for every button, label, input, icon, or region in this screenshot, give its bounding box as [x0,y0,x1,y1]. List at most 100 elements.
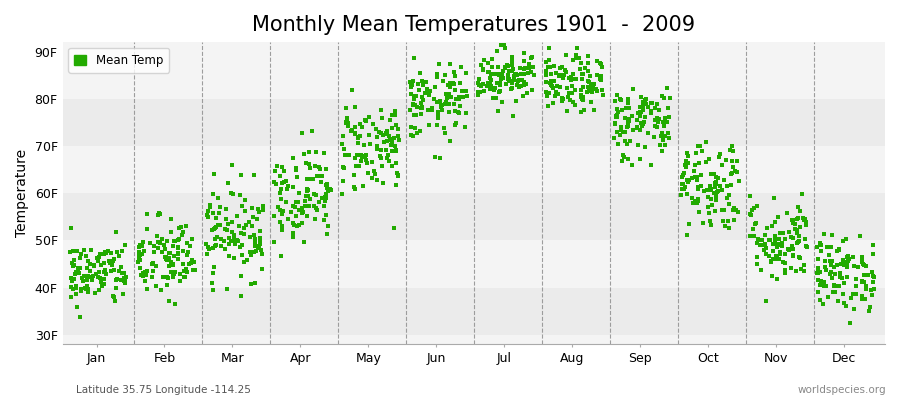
Point [586,84,600,90]
Point [408,124,422,131]
Point [555,95,570,102]
Point [250,216,265,223]
Point [498,64,512,70]
Point [285,154,300,161]
Point [859,286,873,292]
Point [538,79,553,85]
Point [564,90,579,96]
Point [72,270,86,277]
Point [374,114,389,121]
Point [452,94,466,100]
Point [481,68,495,75]
Point [209,242,223,248]
Point [814,297,828,304]
Point [177,268,192,274]
Point [688,162,702,168]
Point [98,248,112,255]
Point [789,227,804,234]
Point [504,68,518,74]
Point [136,269,150,276]
Point [503,86,517,92]
Point [307,191,321,197]
Point [786,251,800,258]
Point [824,268,839,275]
Point [452,110,466,116]
Point [778,260,793,266]
Point [130,258,145,265]
Point [621,121,635,127]
Point [66,248,80,254]
Point [414,105,428,112]
Point [817,231,832,237]
Point [295,130,310,136]
Point [550,82,564,89]
Point [274,223,289,230]
Point [561,94,575,100]
Point [73,255,87,262]
Point [162,256,176,263]
Point [285,184,300,190]
Point [99,271,113,277]
Point [207,226,221,232]
Point [344,128,358,134]
Point [144,274,158,280]
Point [170,251,184,258]
Point [243,252,257,258]
Point [97,276,112,282]
Point [581,60,596,66]
Point [301,192,315,199]
Point [368,126,382,132]
Point [702,156,716,163]
Point [418,78,433,85]
Point [514,83,528,89]
Point [842,253,856,259]
Point [505,53,519,60]
Point [864,287,878,294]
Point [718,157,733,163]
Point [410,130,425,136]
Point [498,65,512,71]
Point [750,254,764,260]
Point [219,215,233,222]
Point [722,201,736,208]
Point [499,81,513,87]
Point [113,276,128,283]
Point [233,244,248,250]
Point [720,195,734,202]
Point [789,216,804,222]
Point [694,172,708,178]
Point [542,45,556,52]
Point [237,225,251,231]
Point [811,255,825,262]
Point [136,272,150,279]
Point [691,197,706,204]
Point [483,75,498,82]
Point [273,172,287,179]
Point [75,275,89,282]
Point [633,109,647,115]
Point [391,133,405,140]
Point [692,209,706,215]
Point [80,285,94,291]
Point [575,96,590,102]
Point [68,262,82,268]
Point [433,155,447,162]
Point [516,92,530,99]
Point [838,259,852,266]
Point [686,200,700,206]
Point [498,44,512,51]
Point [483,81,498,87]
Point [159,256,174,263]
Point [301,186,315,192]
Point [166,273,181,280]
Point [376,139,391,145]
Point [207,264,221,270]
Point [114,270,129,276]
Point [66,262,80,269]
Point [238,222,253,229]
Point [680,191,695,197]
Point [715,162,729,168]
Point [656,94,670,101]
Point [776,258,790,265]
Legend: Mean Temp: Mean Temp [68,48,169,73]
